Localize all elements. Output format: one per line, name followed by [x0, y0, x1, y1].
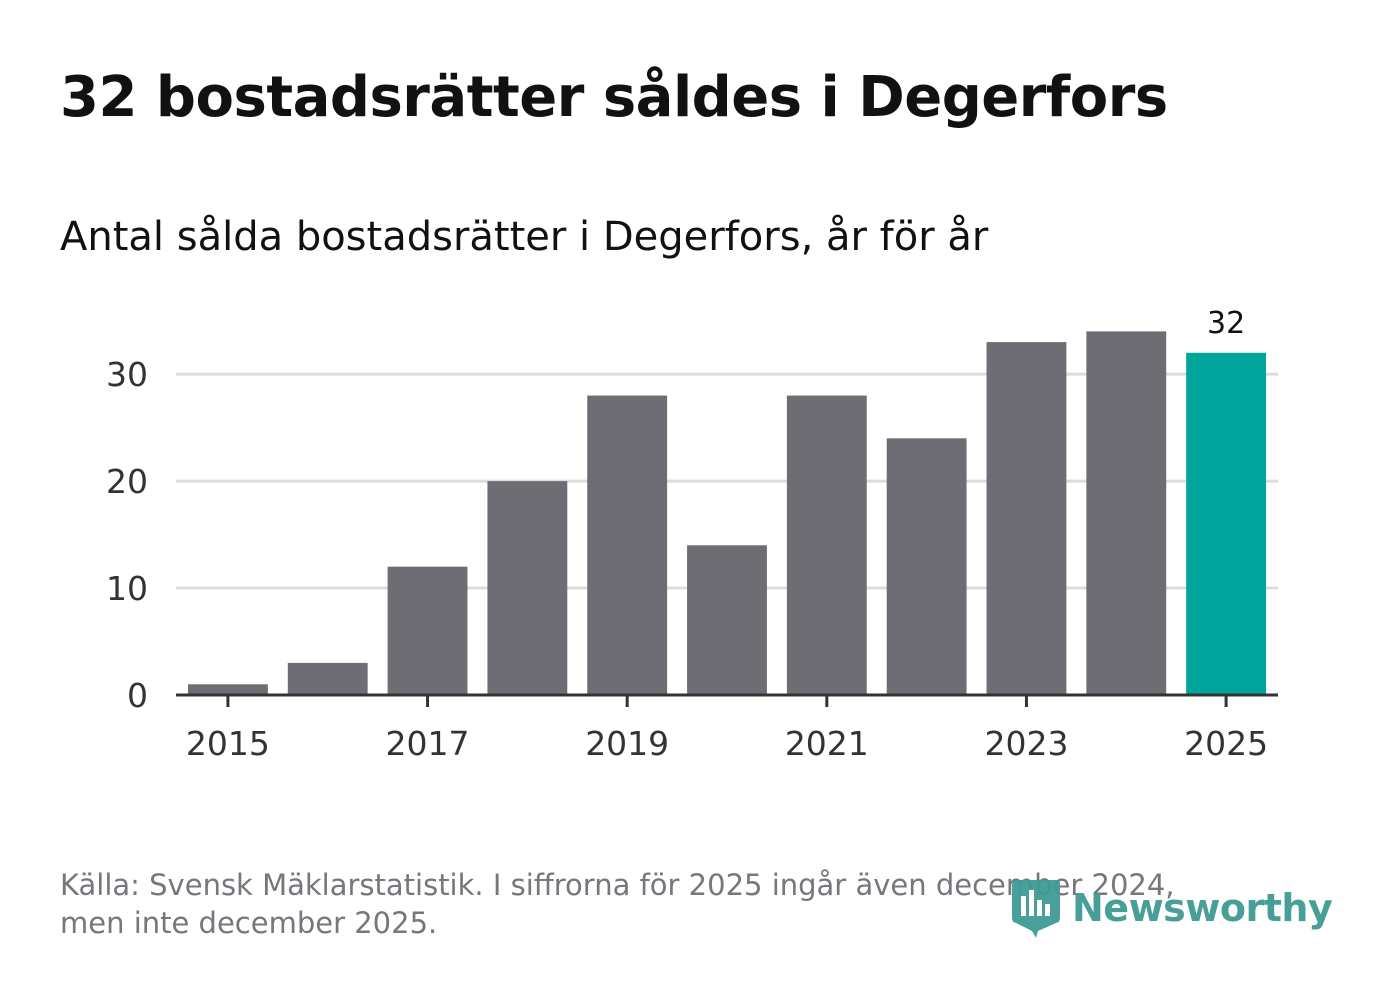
y-tick-label: 10	[106, 569, 148, 608]
bars	[187, 331, 1267, 695]
bar-2020	[687, 545, 767, 695]
x-tick-label: 2021	[785, 724, 869, 763]
bar-2023	[986, 342, 1067, 695]
bar-2022	[886, 438, 967, 695]
source-note: Källa: Svensk Mäklarstatistik. I siffror…	[60, 866, 1175, 942]
newsworthy-logo-text: Newsworthy	[1072, 886, 1333, 930]
newsworthy-logo: Newsworthy	[1010, 876, 1333, 940]
bar-value-label: 32	[1207, 306, 1245, 341]
bar-2017	[387, 566, 468, 695]
y-tick-label: 0	[127, 676, 148, 715]
bar-2018	[487, 481, 568, 695]
x-tick-label: 2023	[984, 724, 1068, 763]
newsworthy-logo-icon	[1012, 880, 1060, 938]
bar-2015	[187, 684, 268, 695]
source-note-line-1: Källa: Svensk Mäklarstatistik. I siffror…	[60, 868, 1175, 902]
bar-2025	[1186, 352, 1267, 695]
axes	[176, 693, 1278, 707]
chart-title: 32 bostadsrätter såldes i Degerfors	[60, 65, 1168, 130]
bar-2016	[287, 662, 368, 695]
chart-subtitle: Antal sålda bostadsrätter i Degerfors, å…	[60, 214, 989, 260]
y-tick-label: 20	[106, 462, 148, 501]
x-tick-label: 2025	[1184, 724, 1268, 763]
x-tick-label: 2015	[186, 724, 270, 763]
bar-2019	[587, 395, 668, 695]
source-note-line-2: men inte december 2025.	[60, 906, 438, 940]
x-tick-label: 2019	[585, 724, 669, 763]
labels: 0 10 20 30 32 2015 2017 2019 2021 2023 2025	[106, 306, 1268, 763]
bar-2024	[1086, 331, 1167, 695]
y-tick-label: 30	[106, 355, 148, 394]
bar-2021	[786, 395, 867, 695]
x-tick-label: 2017	[386, 724, 470, 763]
